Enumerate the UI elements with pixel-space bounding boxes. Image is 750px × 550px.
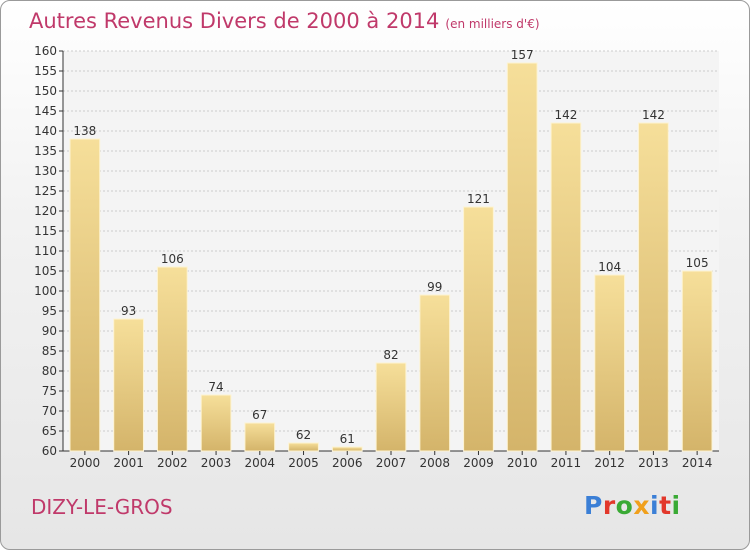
y-tick-label: 135 bbox=[34, 144, 57, 158]
y-tick-label: 115 bbox=[34, 224, 57, 238]
bar-value-label: 105 bbox=[686, 256, 709, 270]
y-tick-label: 85 bbox=[42, 344, 57, 358]
bar-value-label: 67 bbox=[252, 408, 267, 422]
proxiti-logo: Proxiti bbox=[584, 491, 681, 520]
y-tick-label: 130 bbox=[34, 164, 57, 178]
bar bbox=[638, 122, 669, 452]
x-tick-label: 2014 bbox=[682, 456, 713, 470]
y-tick-label: 80 bbox=[42, 364, 57, 378]
x-tick-label: 2000 bbox=[70, 456, 101, 470]
bar bbox=[244, 422, 276, 452]
x-tick-label: 2007 bbox=[376, 456, 407, 470]
x-tick-label: 2013 bbox=[638, 456, 669, 470]
y-tick-label: 110 bbox=[34, 244, 57, 258]
chart-title-unit: (en milliers d'€) bbox=[445, 17, 540, 31]
y-tick-label: 100 bbox=[34, 284, 57, 298]
y-tick-label: 65 bbox=[42, 424, 57, 438]
x-tick-label: 2002 bbox=[157, 456, 188, 470]
bar bbox=[375, 362, 407, 452]
y-tick-label: 75 bbox=[42, 384, 57, 398]
bar bbox=[681, 270, 713, 452]
bar bbox=[506, 62, 538, 452]
x-tick-label: 2008 bbox=[419, 456, 450, 470]
bar-value-label: 82 bbox=[383, 348, 398, 362]
y-tick-label: 150 bbox=[34, 84, 57, 98]
y-tick-label: 140 bbox=[34, 124, 57, 138]
bar bbox=[288, 442, 319, 452]
y-tick-label: 160 bbox=[34, 44, 57, 58]
chart-title: Autres Revenus Divers de 2000 à 2014 (en … bbox=[29, 9, 540, 33]
x-tick-label: 2004 bbox=[245, 456, 276, 470]
bar-value-label: 62 bbox=[296, 428, 311, 442]
bar bbox=[331, 446, 363, 452]
x-tick-label: 2005 bbox=[288, 456, 319, 470]
y-tick-label: 70 bbox=[42, 404, 57, 418]
bar-value-label: 142 bbox=[554, 108, 577, 122]
x-tick-label: 2003 bbox=[201, 456, 232, 470]
bar-value-label: 106 bbox=[161, 252, 184, 266]
place-name: DIZY-LE-GROS bbox=[31, 495, 173, 519]
bar bbox=[419, 294, 451, 452]
bar bbox=[463, 206, 494, 452]
y-tick-label: 95 bbox=[42, 304, 57, 318]
bar bbox=[113, 318, 144, 452]
bar bbox=[550, 122, 582, 452]
y-tick-label: 90 bbox=[42, 324, 57, 338]
y-tick-label: 145 bbox=[34, 104, 57, 118]
x-tick-label: 2012 bbox=[594, 456, 625, 470]
y-tick-label: 125 bbox=[34, 184, 57, 198]
y-tick-label: 120 bbox=[34, 204, 57, 218]
bar-value-label: 142 bbox=[642, 108, 665, 122]
x-tick-label: 2009 bbox=[463, 456, 494, 470]
bar-value-label: 99 bbox=[427, 280, 442, 294]
bar-value-label: 74 bbox=[208, 380, 223, 394]
bar-value-label: 104 bbox=[598, 260, 621, 274]
x-tick-label: 2006 bbox=[332, 456, 363, 470]
bar-value-label: 93 bbox=[121, 304, 136, 318]
bar bbox=[200, 394, 232, 452]
bar-value-label: 121 bbox=[467, 192, 490, 206]
x-tick-label: 2001 bbox=[113, 456, 144, 470]
bar-value-label: 157 bbox=[511, 48, 534, 62]
x-tick-label: 2010 bbox=[507, 456, 538, 470]
bar bbox=[156, 266, 188, 452]
y-tick-label: 60 bbox=[42, 444, 57, 458]
y-tick-label: 105 bbox=[34, 264, 57, 278]
bar-value-label: 61 bbox=[340, 432, 355, 446]
x-tick-label: 2011 bbox=[551, 456, 582, 470]
y-tick-label: 155 bbox=[34, 64, 57, 78]
bar bbox=[69, 138, 101, 452]
bar-value-label: 138 bbox=[73, 124, 96, 138]
bar bbox=[594, 274, 626, 452]
